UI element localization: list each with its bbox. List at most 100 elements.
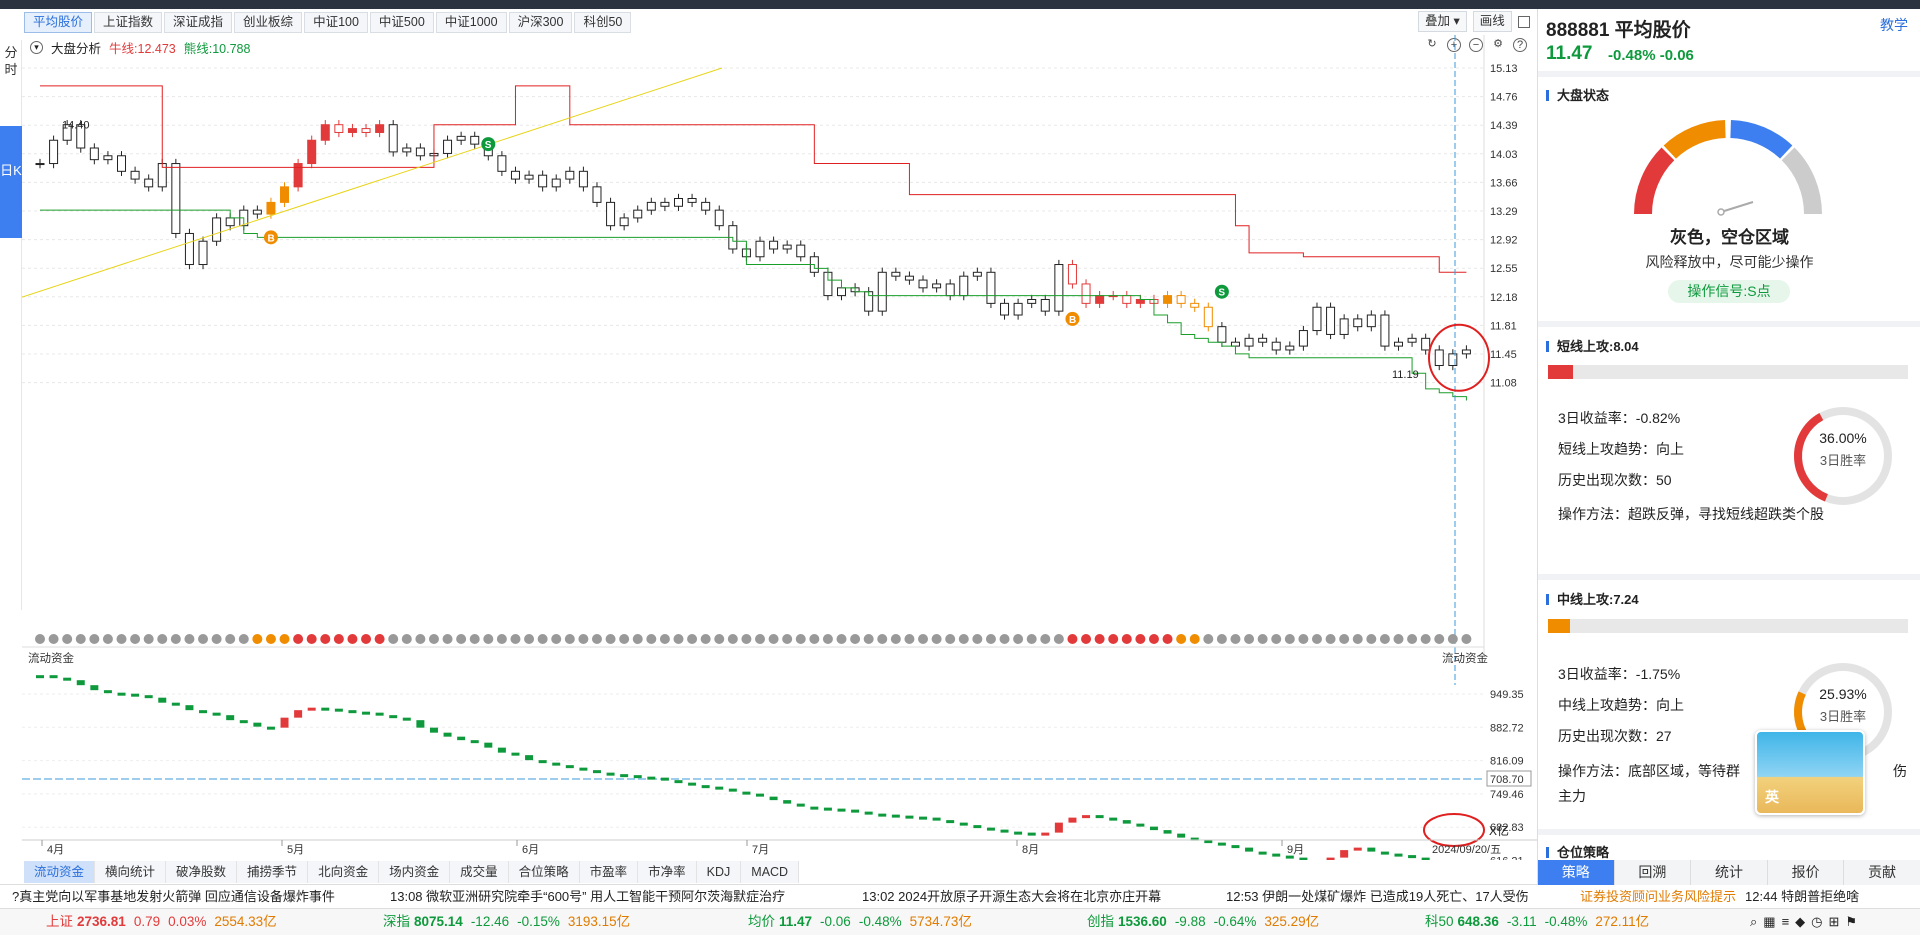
indicator-tab[interactable]: MACD — [741, 861, 800, 883]
status-dot — [1366, 634, 1377, 644]
indicator-tab[interactable]: 捕捞季节 — [237, 861, 309, 883]
bull-line-value: 牛线:12.473 — [109, 42, 176, 56]
index-tab[interactable]: 科创50 — [574, 11, 632, 33]
mid-method-tail: 伤 — [1893, 763, 1907, 779]
status-dot — [659, 634, 670, 644]
news-item[interactable]: 12:44 特朗普拒绝啥 — [1745, 889, 1860, 904]
indicator-tab[interactable]: 破净股数 — [166, 861, 238, 883]
candle — [959, 275, 969, 297]
candle — [1353, 318, 1363, 328]
floating-promo-image[interactable]: 英 — [1755, 730, 1865, 815]
indicator-tab[interactable]: 合位策略 — [508, 861, 580, 883]
status-dot — [795, 634, 806, 644]
status-dot — [1447, 634, 1458, 644]
search-icon[interactable]: ⌕ — [1750, 913, 1758, 929]
candle — [1081, 283, 1091, 304]
price-tick: 14.76 — [1490, 92, 1518, 104]
candle — [1013, 302, 1023, 316]
clock-icon[interactable]: ◷ — [1811, 913, 1823, 929]
panel-tab[interactable]: 贡献 — [1844, 860, 1920, 885]
candle — [334, 124, 344, 133]
settings-icon[interactable]: ⚙ — [1493, 38, 1503, 50]
status-dot — [782, 634, 793, 644]
candle — [538, 174, 548, 188]
indicator-tab[interactable]: 场内资金 — [379, 861, 451, 883]
calculator-icon[interactable]: ▦ — [1763, 913, 1776, 929]
refresh-icon[interactable]: ↻ — [1427, 38, 1437, 50]
status-dot — [415, 634, 426, 644]
zoom-in-icon[interactable]: + — [1447, 38, 1461, 52]
tab-fenshi[interactable]: 分时 — [4, 45, 18, 77]
expand-icon[interactable]: ▾ — [30, 41, 43, 54]
flow-bar — [1136, 823, 1145, 827]
ticker-item[interactable]: 创指 1536.60 -9.88 -0.64% 325.29亿 — [1087, 914, 1320, 929]
status-dot — [1053, 634, 1064, 644]
flow-bar — [253, 722, 262, 727]
panel-tab[interactable]: 统计 — [1691, 860, 1768, 885]
flag-icon[interactable]: ⚑ — [1845, 913, 1858, 929]
sort-icon[interactable]: ≡ — [1781, 914, 1790, 929]
indicator-tab[interactable]: 北向资金 — [308, 861, 380, 883]
candle — [1027, 298, 1037, 304]
status-dot — [1189, 634, 1200, 644]
flow-bar — [565, 765, 574, 769]
indicator-tab[interactable]: 横向统计 — [95, 861, 167, 883]
tab-daily-k[interactable]: 日K — [0, 126, 22, 238]
flow-bar — [1122, 820, 1131, 824]
indicator-tab[interactable]: 流动资金 — [24, 861, 96, 883]
news-item[interactable]: 12:53 伊朗一处煤矿爆炸 已造成19人死亡、17人受伤 — [1226, 889, 1529, 904]
zoom-out-icon[interactable]: − — [1469, 38, 1483, 52]
flow-bar — [1231, 845, 1240, 849]
index-tab[interactable]: 中证1000 — [435, 11, 507, 33]
indicator-tab[interactable]: 市净率 — [638, 861, 697, 883]
index-tab[interactable]: 平均股价 — [24, 11, 93, 33]
flow-bar — [131, 693, 140, 697]
flow-bar — [891, 814, 900, 818]
grid-icon[interactable]: ⊞ — [1828, 913, 1840, 929]
news-item[interactable]: ?真主党向以军事基地发射火箭弹 回应通信设备爆炸事件 — [12, 889, 335, 904]
status-dot — [850, 634, 861, 644]
alert-icon[interactable]: ◆ — [1795, 913, 1806, 929]
index-tab[interactable]: 深证成指 — [164, 11, 233, 33]
candle — [1326, 306, 1336, 335]
kline-chart[interactable]: 15.13 14.76 14.39 14.03 13.66 13.29 12.92 12.55… — [22, 35, 1537, 860]
news-item[interactable]: 13:08 微软亚洲研究院牵手“600号” 用人工智能干预阿尔茨海默症治疗 — [390, 889, 786, 904]
ticker-item[interactable]: 科50 648.36 -3.11 -0.48% 272.11亿 — [1425, 914, 1650, 929]
ticker-item[interactable]: 上证 2736.81 0.79 0.03% 2554.33亿 — [46, 914, 277, 929]
status-dot — [102, 634, 113, 644]
ticker-item[interactable]: 深指 8075.14 -12.46 -0.15% 3193.15亿 — [383, 914, 631, 929]
indicator-tab[interactable]: 成交量 — [450, 861, 509, 883]
news-item[interactable]: 证券投资顾问业务风险提示 — [1580, 889, 1737, 904]
flow-bar — [1380, 851, 1389, 855]
news-item[interactable]: 13:02 2024开放原子开源生态大会将在北京亦庄开幕 — [862, 889, 1162, 904]
highlight-circle — [1428, 323, 1490, 392]
panel-tab[interactable]: 回溯 — [1614, 860, 1692, 885]
flow-bar — [701, 785, 710, 789]
flow-tick: 749.46 — [1490, 789, 1524, 801]
flow-title: 流动资金 — [28, 651, 74, 665]
layout-icon[interactable] — [1517, 15, 1530, 28]
index-tabs: 平均股价 上证指数 深证成指 创业板综 中证100 中证500 中证1000 沪深300 科创5… — [24, 9, 632, 35]
candle — [35, 163, 45, 166]
indicator-tab[interactable]: KDJ — [696, 861, 742, 883]
panel-tab[interactable]: 策略 — [1538, 860, 1615, 885]
index-tab[interactable]: 上证指数 — [94, 11, 163, 33]
candle — [1095, 295, 1105, 304]
indicator-tab[interactable]: 市盈率 — [579, 861, 639, 883]
flow-tick: 882.72 — [1490, 722, 1524, 734]
ticker-item[interactable]: 均价 11.47 -0.06 -0.48% 5734.73亿 — [748, 914, 972, 929]
index-tab[interactable]: 中证100 — [304, 11, 368, 33]
teach-link[interactable]: 教学 — [1880, 17, 1908, 33]
index-tab[interactable]: 沪深300 — [508, 11, 573, 33]
stock-name: 888881 平均股价 — [1546, 20, 1691, 41]
help-icon[interactable]: ? — [1513, 38, 1527, 52]
index-tab[interactable]: 创业板综 — [234, 11, 303, 33]
overlay-button[interactable]: 叠加 ▾ — [1418, 11, 1467, 32]
win-rate-arc — [1794, 413, 1829, 502]
status-dot — [1216, 634, 1227, 644]
draw-line-button[interactable]: 画线 — [1472, 11, 1512, 32]
panel-tab[interactable]: 报价 — [1767, 860, 1845, 885]
index-tab[interactable]: 中证500 — [369, 11, 434, 33]
mid-count: 历史出现次数：27 — [1558, 728, 1672, 744]
analysis-label: 大盘分析 — [51, 42, 102, 56]
